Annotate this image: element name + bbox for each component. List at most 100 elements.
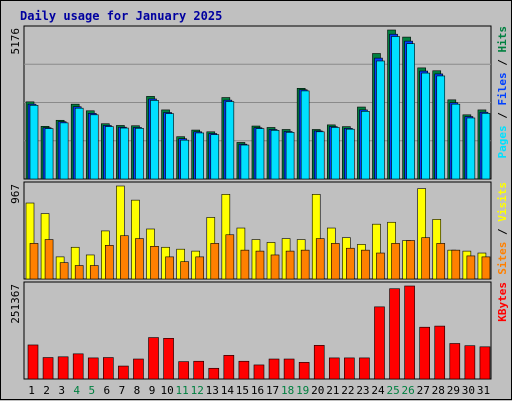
bar-pages-day-24 [376,60,385,180]
bar-kbytes-day-7 [118,365,129,380]
bar-kbytes-day-26 [404,285,415,380]
bar-pages-day-10 [165,113,174,180]
day-label: 13 [206,384,219,397]
bar-kbytes-day-11 [178,361,189,380]
day-label: 7 [119,384,126,397]
bar-sites-day-17 [270,254,280,280]
day-label: 27 [417,384,430,397]
chart-title: Daily usage for January 2025 [20,9,222,23]
bar-sites-day-29 [451,249,461,280]
bar-sites-day-12 [195,256,205,280]
bar-sites-day-20 [315,238,325,280]
bar-sites-day-15 [240,249,250,280]
bar-kbytes-day-25 [389,288,400,380]
day-label: 18 [281,384,294,397]
day-label: 28 [432,384,445,397]
bar-pages-day-9 [150,100,159,180]
legend-kbytes: KBytes [496,282,509,322]
bar-sites-day-31 [481,256,491,280]
bar-pages-day-21 [330,127,340,180]
bar-sites-day-10 [165,256,174,280]
legend-visits: Visits [496,182,509,222]
bar-kbytes-day-3 [57,356,69,380]
day-label: 3 [58,384,65,397]
bar-pages-day-1 [29,105,39,180]
bar-pages-day-8 [135,128,144,180]
bar-pages-day-3 [59,122,69,180]
day-label: 14 [221,384,235,397]
day-label: 23 [356,384,369,397]
bar-sites-day-2 [44,239,54,280]
bar-sites-day-6 [105,245,114,280]
bar-sites-day-23 [361,249,370,280]
day-label: 12 [191,384,204,397]
bar-pages-day-6 [105,126,114,180]
bar-kbytes-day-17 [268,358,280,380]
legend-sites: Sites [496,242,509,275]
bar-sites-day-9 [150,246,159,280]
bar-kbytes-day-30 [464,345,476,380]
day-label: 20 [311,384,324,397]
bar-pages-day-20 [315,131,325,180]
day-label: 25 [386,384,399,397]
legend-hits: Hits [496,26,509,53]
day-label: 6 [104,384,111,397]
bar-kbytes-day-4 [72,353,84,380]
bar-kbytes-day-19 [298,362,310,380]
bar-sites-day-22 [346,247,355,280]
bar-sites-day-4 [74,265,84,280]
bar-kbytes-day-28 [434,325,446,380]
bar-kbytes-day-27 [419,326,430,380]
day-label: 2 [43,384,50,397]
bar-pages-day-18 [285,132,295,180]
bar-pages-day-17 [270,130,280,180]
bar-kbytes-day-23 [359,357,370,380]
bar-sites-day-25 [391,243,400,280]
bar-kbytes-day-20 [313,345,325,380]
bar-sites-day-18 [285,250,295,280]
legend-pages: Pages [496,125,509,158]
bar-kbytes-day-24 [374,306,385,380]
day-label: 17 [266,384,279,397]
bar-pages-day-19 [300,90,310,180]
legend-hits-panel: Pages / Files / Hits [496,26,509,159]
day-label: 24 [371,384,385,397]
bar-pages-day-30 [466,117,476,180]
bar-pages-day-2 [44,128,54,180]
bar-kbytes-day-2 [42,357,54,380]
bar-pages-day-23 [361,111,370,180]
bar-sites-day-11 [180,261,189,280]
day-label: 30 [462,384,475,397]
bar-pages-day-15 [240,144,250,180]
bar-kbytes-day-15 [238,360,250,380]
bar-sites-day-14 [225,234,235,280]
bar-sites-day-24 [376,252,385,280]
bar-pages-day-29 [451,103,461,180]
bar-kbytes-day-21 [328,357,340,380]
bar-kbytes-day-14 [223,355,235,380]
bar-kbytes-day-16 [253,364,265,380]
day-label: 29 [447,384,460,397]
day-label: 9 [149,384,156,397]
bar-kbytes-day-22 [344,357,355,380]
bar-kbytes-day-18 [283,358,295,380]
day-label: 19 [296,384,309,397]
day-label: 16 [251,384,264,397]
day-label: 4 [73,384,80,397]
day-label: 26 [402,384,415,397]
bar-pages-day-12 [195,132,205,180]
bar-kbytes-day-1 [27,344,39,380]
bar-kbytes-day-29 [449,343,461,380]
bar-kbytes-day-31 [479,346,491,380]
bar-pages-day-22 [346,128,355,180]
legend-separator: / [496,222,509,242]
bar-pages-day-28 [436,75,446,180]
bar-sites-day-1 [29,243,39,280]
bar-pages-day-13 [210,134,220,180]
bar-pages-day-5 [89,114,99,180]
bar-pages-day-26 [406,43,415,180]
ymax-label-visits: 967 [9,184,22,204]
bar-pages-day-27 [421,72,430,180]
bar-sites-day-16 [255,250,265,280]
